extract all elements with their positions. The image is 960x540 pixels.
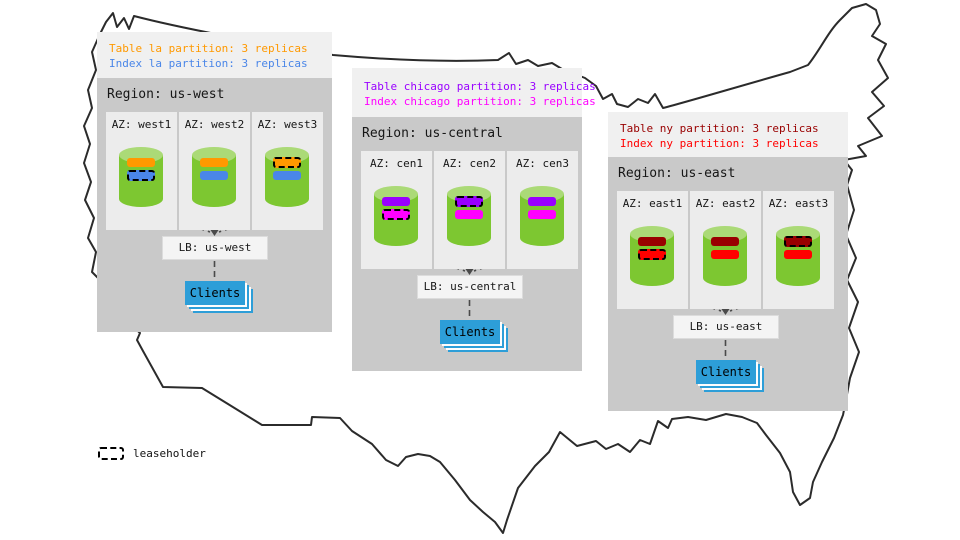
clients-label: Clients [444,325,496,339]
index-replica-bar [455,210,483,219]
partition-callout: Table ny partition: 3 replicas Index ny … [608,112,848,157]
region-title: Region: us-east [618,166,736,181]
leaseholder-label: leaseholder [133,447,206,460]
clients-box: Clients [696,360,756,384]
load-balancer-box: LB: us-west [162,236,268,260]
az-label: AZ: east1 [622,197,683,210]
table-replica-bar [455,196,483,207]
region-title: Region: us-west [107,87,225,102]
az-label: AZ: cen3 [516,157,569,170]
table-partition-text: Table la partition: 3 replicas [109,42,308,55]
region-group-us-central: Table chicago partition: 3 replicas Inde… [352,68,596,371]
az-box: AZ: west3 [252,112,323,230]
index-replica-bar [273,171,301,180]
lb-label: LB: us-west [178,241,252,254]
table-replica-bar [711,237,739,246]
index-replica-bar [528,210,556,219]
az-label: AZ: cen2 [443,157,496,170]
index-replica-bar [784,250,812,259]
az-box: AZ: west2 [179,112,250,230]
clients-box: Clients [185,281,245,305]
index-replica-bar [127,170,155,181]
az-box: AZ: cen2 [434,151,505,269]
table-replica-bar [528,197,556,206]
az-box: AZ: cen3 [507,151,578,269]
table-replica-bar [127,158,155,167]
table-partition-text: Table ny partition: 3 replicas [620,122,819,135]
table-replica-bar [784,236,812,247]
table-replica-bar [273,157,301,168]
table-replica-bar [200,158,228,167]
index-partition-text: Index chicago partition: 3 replicas [364,95,596,108]
index-partition-text: Index la partition: 3 replicas [109,57,308,70]
partition-callout: Table chicago partition: 3 replicas Inde… [352,68,596,117]
region-title: Region: us-central [362,126,503,141]
az-label: AZ: east2 [695,197,756,210]
partition-callout: Table la partition: 3 replicas Index la … [97,32,332,78]
region-group-us-east: Table ny partition: 3 replicas Index ny … [608,112,848,411]
table-replica-bar [382,197,410,206]
index-replica-bar [711,250,739,259]
load-balancer-box: LB: us-east [673,315,779,339]
region-group-us-west: Table la partition: 3 replicas Index la … [97,32,332,332]
region-box: Region: us-east AZ: east1 AZ: east2 [608,157,848,411]
az-label: AZ: east3 [768,197,829,210]
clients-box: Clients [440,320,500,344]
az-box: AZ: east3 [763,191,834,309]
az-label: AZ: west3 [257,118,318,131]
clients-label: Clients [700,365,752,379]
az-label: AZ: west1 [111,118,172,131]
az-label: AZ: cen1 [370,157,423,170]
index-replica-bar [200,171,228,180]
az-box: AZ: east2 [690,191,761,309]
region-box: Region: us-west AZ: west1 AZ: west2 [97,78,332,332]
az-label: AZ: west2 [184,118,245,131]
leaseholder-legend: leaseholder [98,447,206,460]
table-replica-bar [638,237,666,246]
az-box: AZ: west1 [106,112,177,230]
region-box: Region: us-central AZ: cen1 AZ: cen2 [352,117,582,371]
index-partition-text: Index ny partition: 3 replicas [620,137,819,150]
index-replica-bar [638,249,666,260]
table-partition-text: Table chicago partition: 3 replicas [364,80,596,93]
az-box: AZ: east1 [617,191,688,309]
index-replica-bar [382,209,410,220]
load-balancer-box: LB: us-central [417,275,523,299]
leaseholder-swatch-icon [98,447,124,460]
lb-label: LB: us-central [423,280,517,293]
az-box: AZ: cen1 [361,151,432,269]
database-cylinder-icon [119,147,163,207]
lb-label: LB: us-east [689,320,763,333]
clients-label: Clients [189,286,241,300]
